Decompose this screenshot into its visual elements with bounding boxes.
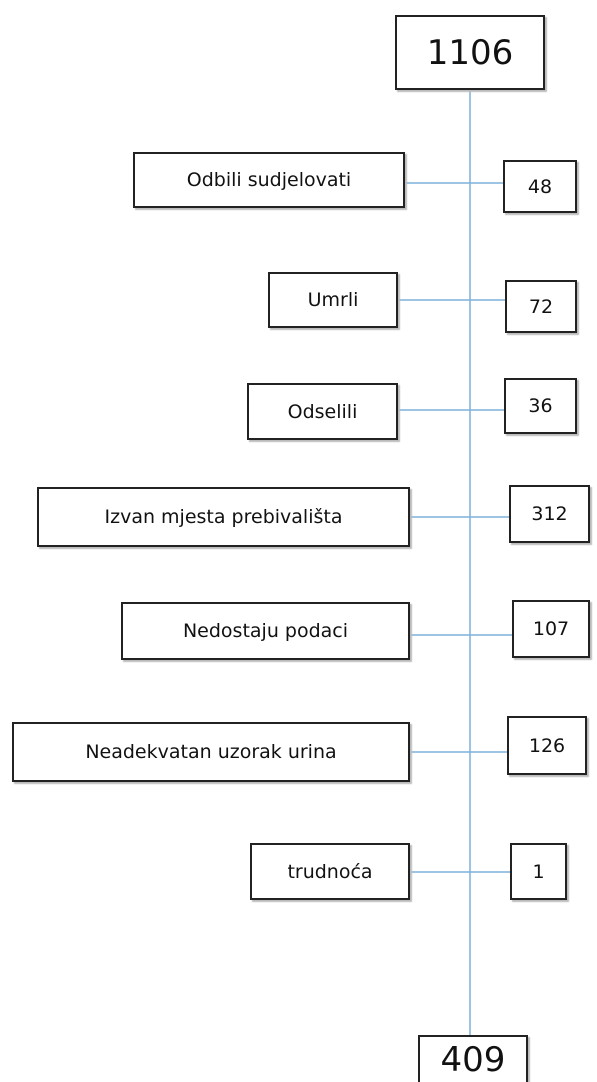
exclusion-count: 312 xyxy=(509,485,590,543)
exclusion-label: Odselili xyxy=(247,383,398,440)
bottom-box: 409 xyxy=(418,1035,528,1082)
exclusion-label: Neadekvatan uzorak urina xyxy=(12,722,410,782)
exclusion-label: Izvan mjesta prebivališta xyxy=(37,487,410,547)
exclusion-label: Nedostaju podaci xyxy=(121,602,410,660)
exclusion-count: 72 xyxy=(505,280,577,333)
exclusion-count: 48 xyxy=(503,160,577,213)
exclusion-count: 107 xyxy=(512,600,590,658)
exclusion-label: Odbili sudjelovati xyxy=(133,152,405,208)
exclusion-count: 1 xyxy=(510,843,567,900)
exclusion-label: Umrli xyxy=(268,272,398,328)
top-box: 1106 xyxy=(395,15,545,90)
exclusion-label: trudnoća xyxy=(250,843,410,900)
exclusion-count: 126 xyxy=(507,716,587,775)
exclusion-count: 36 xyxy=(504,378,577,434)
